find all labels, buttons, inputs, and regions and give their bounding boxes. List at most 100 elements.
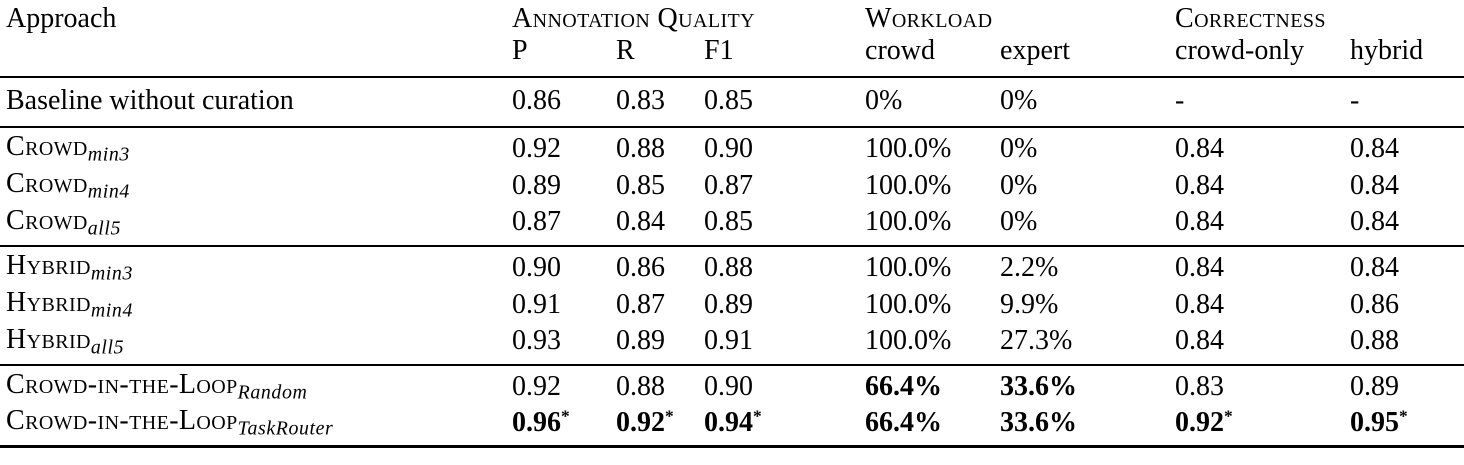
- cell-value: 0.94: [704, 406, 753, 438]
- results-table: Approach Annotation Quality Workload Cor…: [0, 3, 1464, 449]
- cell-hybrid: 0.84: [1350, 251, 1400, 283]
- approach-name: Crowd: [6, 167, 88, 199]
- cell-f1: 0.91: [704, 325, 753, 357]
- cell-crowd: 66.4%: [865, 406, 943, 438]
- sub-header-row: P R F1 crowd expert crowd-only hybrid: [0, 35, 1464, 77]
- cell-r: 0.85: [616, 169, 665, 201]
- cell-p: 0.96*: [512, 405, 616, 447]
- cell-crowd: 100.0%: [865, 206, 952, 238]
- table-row-hybrid-min4: Hybridmin4 0.91 0.87 0.89 100.0% 9.9% 0.…: [0, 286, 1464, 324]
- cell-f1: 0.85: [704, 206, 753, 238]
- cell-crowd: 66.4%: [865, 371, 943, 403]
- baseline-block: Baseline without curation 0.86 0.83 0.85…: [0, 77, 1464, 127]
- table-row-hybrid-min3: Hybridmin3 0.90 0.86 0.88 100.0% 2.2% 0.…: [0, 246, 1464, 286]
- cell-p: 0.93: [512, 325, 561, 357]
- table-row-hybrid-all5: Hybridall5 0.93 0.89 0.91 100.0% 27.3% 0…: [0, 324, 1464, 366]
- crowd-in-the-loop-block: Crowd-in-the-LoopRandom 0.92 0.88 0.90 6…: [0, 365, 1464, 447]
- cell-crowd: 100.0%: [865, 251, 952, 283]
- row-label: Hybridmin3: [0, 246, 512, 286]
- cell-r: 0.83: [616, 85, 665, 116]
- cell-value: 0.95: [1350, 406, 1400, 438]
- cell-p: 0.92: [512, 371, 561, 403]
- row-label: Crowdmin4: [0, 167, 512, 205]
- approach-name: Hybrid: [6, 250, 91, 282]
- cell-r: 0.92*: [616, 405, 704, 447]
- cell-crowd-only: 0.84: [1175, 169, 1225, 201]
- cell-crowd-only: 0.84: [1175, 206, 1225, 238]
- row-label: Hybridall5: [0, 324, 512, 366]
- hybrid-column-header: hybrid: [1350, 35, 1424, 66]
- row-label: Crowd-in-the-LoopTaskRouter: [0, 405, 512, 447]
- cell-value: 0.92: [1175, 406, 1225, 438]
- cell-p: 0.86: [512, 85, 561, 116]
- significance-star: *: [753, 406, 762, 426]
- cell-f1: 0.85: [704, 85, 753, 116]
- expert-column-header: expert: [1000, 35, 1070, 66]
- cell-crowd-only: -: [1175, 85, 1185, 116]
- approach-name: Hybrid: [6, 286, 91, 318]
- cell-r: 0.86: [616, 251, 665, 283]
- cell-expert: 0%: [1000, 132, 1038, 164]
- cell-r: 0.84: [616, 206, 665, 238]
- cell-hybrid: 0.84: [1350, 206, 1400, 238]
- cell-expert: 9.9%: [1000, 288, 1059, 320]
- hybrid-block: Hybridmin3 0.90 0.86 0.88 100.0% 2.2% 0.…: [0, 246, 1464, 365]
- approach-subscript: min4: [90, 299, 133, 322]
- annotation-quality-group-header: Annotation Quality: [512, 3, 756, 34]
- cell-f1: 0.87: [704, 169, 753, 201]
- cell-p: 0.89: [512, 169, 561, 201]
- approach-subscript: all5: [87, 217, 122, 240]
- approach-subscript: Random: [237, 381, 308, 404]
- significance-star: *: [561, 406, 570, 426]
- approach-subscript: min4: [87, 180, 130, 203]
- cell-crowd: 100.0%: [865, 288, 952, 320]
- cell-f1: 0.90: [704, 132, 753, 164]
- cell-hybrid: 0.88: [1350, 325, 1400, 357]
- row-label: Baseline without curation: [0, 77, 512, 127]
- cell-p: 0.92: [512, 132, 561, 164]
- cell-expert: 33.6%: [1000, 406, 1078, 438]
- cell-crowd: 100.0%: [865, 132, 952, 164]
- approach-name: Crowd: [6, 131, 88, 162]
- cell-value: 0.92: [616, 406, 665, 438]
- row-label: Crowdall5: [0, 205, 512, 247]
- crowd-block: Crowdmin3 0.92 0.88 0.90 100.0% 0% 0.84 …: [0, 127, 1464, 246]
- cell-expert: 0%: [1000, 169, 1038, 201]
- recall-column-header: R: [616, 35, 635, 66]
- cell-p: 0.91: [512, 288, 561, 320]
- crowd-column-header: crowd: [865, 35, 935, 66]
- cell-hybrid: 0.95*: [1350, 405, 1464, 447]
- cell-expert: 33.6%: [1000, 371, 1078, 403]
- cell-hybrid: 0.89: [1350, 371, 1400, 403]
- cell-expert: 0%: [1000, 85, 1038, 116]
- cell-r: 0.88: [616, 132, 665, 164]
- cell-crowd: 100.0%: [865, 169, 952, 201]
- row-label: Hybridmin4: [0, 286, 512, 324]
- table-row-crowd-min4: Crowdmin4 0.89 0.85 0.87 100.0% 0% 0.84 …: [0, 167, 1464, 205]
- approach-name: Crowd-in-the-Loop: [6, 369, 238, 401]
- table-row-citl-random: Crowd-in-the-LoopRandom 0.92 0.88 0.90 6…: [0, 365, 1464, 405]
- significance-star: *: [1399, 406, 1408, 426]
- cell-f1: 0.88: [704, 251, 753, 283]
- approach-name: Crowd: [6, 204, 88, 236]
- approach-subscript: min3: [90, 262, 133, 285]
- table-row-citl-taskrouter: Crowd-in-the-LoopTaskRouter 0.96* 0.92* …: [0, 405, 1464, 447]
- cell-crowd-only: 0.84: [1175, 325, 1225, 357]
- significance-star: *: [1224, 406, 1233, 426]
- f1-column-header: F1: [704, 35, 734, 66]
- cell-f1: 0.89: [704, 288, 753, 320]
- cell-expert: 27.3%: [1000, 325, 1073, 357]
- approach-subscript: all5: [90, 336, 125, 359]
- workload-group-header: Workload: [865, 3, 993, 34]
- approach-name: Crowd-in-the-Loop: [6, 404, 238, 436]
- cell-expert: 0%: [1000, 206, 1038, 238]
- cell-crowd-only: 0.84: [1175, 132, 1225, 164]
- cell-value: 0.96: [512, 406, 561, 438]
- cell-f1: 0.94*: [704, 405, 865, 447]
- cell-r: 0.89: [616, 325, 665, 357]
- cell-p: 0.87: [512, 206, 561, 238]
- approach-column-header: Approach: [6, 3, 117, 34]
- row-label: Crowdmin3: [0, 127, 512, 167]
- table-row-baseline: Baseline without curation 0.86 0.83 0.85…: [0, 77, 1464, 127]
- cell-r: 0.87: [616, 288, 665, 320]
